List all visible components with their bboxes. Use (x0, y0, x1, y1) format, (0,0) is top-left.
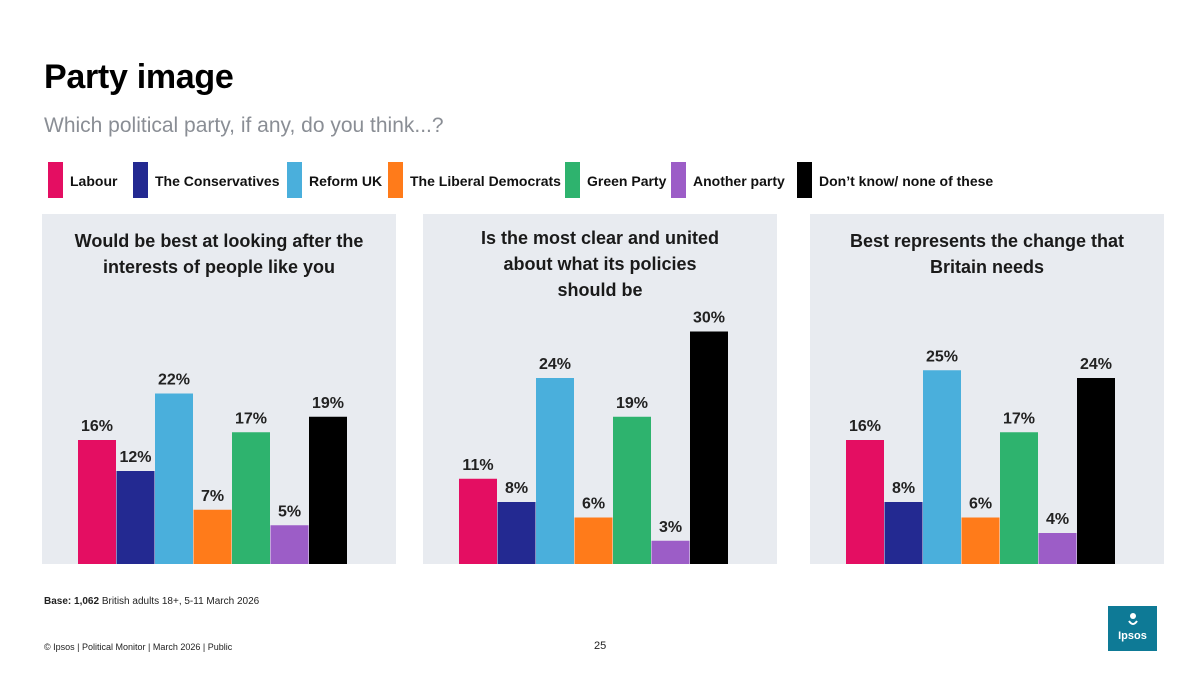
legend-label-libdem: The Liberal Democrats (410, 173, 561, 189)
ipsos-logo-icon (1128, 613, 1138, 625)
chart-2-label-reform: 24% (539, 356, 571, 373)
chart-3-bar-conservatives (884, 502, 923, 564)
footer-copyright: © Ipsos | Political Monitor | March 2026… (44, 642, 233, 652)
chart-1-label-reform: 22% (158, 372, 190, 389)
base-note: Base: 1,062 British adults 18+, 5-11 Mar… (44, 596, 259, 607)
chart-3-bar-libdem (961, 517, 1000, 564)
chart-3-bar-green (1000, 432, 1038, 564)
page-number: 25 (594, 640, 607, 652)
chart-panel-2: Is the most clear and united about what … (423, 214, 777, 564)
chart-1-label-labour: 16% (81, 418, 113, 435)
chart-1-label-dont-know: 19% (312, 395, 344, 412)
chart-2-title-line-1: Is the most clear and united (480, 228, 720, 248)
chart-2-bar-another (651, 540, 690, 564)
chart-2-label-another: 3% (659, 519, 682, 536)
chart-1-bar-labour (78, 440, 116, 564)
chart-3-plot: 16% 8% 25% 6% 17% 4% 24% (846, 348, 1115, 564)
legend-label-labour: Labour (70, 173, 118, 189)
chart-3-label-labour: 16% (849, 418, 881, 435)
legend-swatch-reform (287, 162, 302, 198)
base-note-text: British adults 18+, 5-11 March 2026 (99, 596, 260, 607)
chart-3-title-line-1: Best represents the change that (849, 231, 1125, 251)
chart-2-bar-libdem (574, 517, 613, 564)
legend-label-another: Another party (693, 173, 785, 189)
ipsos-logo: Ipsos (1108, 606, 1157, 651)
legend-swatch-green (565, 162, 580, 198)
chart-1-label-conservatives: 12% (119, 449, 151, 466)
chart-3-label-green: 17% (1003, 410, 1035, 427)
chart-3-bar-reform (923, 370, 961, 564)
chart-1-title: Would be best at looking after the inter… (42, 228, 396, 280)
chart-3-bar-labour (846, 440, 884, 564)
legend-swatch-labour (48, 162, 63, 198)
legend-label-green: Green Party (587, 173, 667, 189)
chart-1-title-line-2: interests of people like you (102, 257, 336, 277)
chart-2-title-line-2: about what its policies (503, 254, 697, 274)
chart-1-bar-green (232, 432, 270, 564)
chart-2-bar-dont-know (690, 331, 728, 564)
legend-label-reform: Reform UK (309, 173, 383, 189)
chart-3-title-line-2: Britain needs (929, 257, 1045, 277)
legend-label-dont-know: Don’t know/ none of these (819, 173, 994, 189)
chart-1-title-line-1: Would be best at looking after the (74, 231, 364, 251)
chart-1-bar-another (270, 525, 309, 564)
chart-1-bar-conservatives (116, 471, 155, 564)
chart-panel-3: Best represents the change that Britain … (810, 214, 1164, 564)
ipsos-logo-text: Ipsos (1118, 630, 1147, 642)
page-title: Party image (44, 58, 234, 96)
chart-1-label-libdem: 7% (201, 488, 224, 505)
chart-3-label-dont-know: 24% (1080, 356, 1112, 373)
page-subtitle: Which political party, if any, do you th… (44, 114, 444, 137)
chart-2-title-line-3: should be (557, 280, 643, 300)
chart-2-plot: 11% 8% 24% 6% 19% 3% 30% (459, 310, 728, 564)
chart-1-bar-libdem (193, 509, 232, 564)
chart-3-label-another: 4% (1046, 511, 1069, 528)
chart-2-label-dont-know: 30% (693, 310, 725, 327)
chart-2-bar-reform (536, 378, 574, 564)
chart-1-label-green: 17% (235, 410, 267, 427)
chart-2-bar-green (613, 416, 651, 564)
chart-2-bar-labour (459, 478, 497, 564)
chart-3-bar-another (1038, 533, 1077, 564)
chart-1-bar-dont-know (309, 416, 347, 564)
chart-2-label-labour: 11% (462, 457, 493, 474)
legend-swatch-libdem (388, 162, 403, 198)
chart-3-label-libdem: 6% (969, 496, 992, 513)
chart-3-bar-dont-know (1077, 378, 1115, 564)
legend-swatch-dont-know (797, 162, 812, 198)
chart-1-label-another: 5% (278, 503, 301, 520)
legend-label-conservatives: The Conservatives (155, 173, 280, 189)
chart-2-title: Is the most clear and united about what … (423, 225, 777, 303)
chart-3-title: Best represents the change that Britain … (810, 228, 1164, 280)
legend-swatch-another (671, 162, 686, 198)
legend-swatch-conservatives (133, 162, 148, 198)
chart-3-label-conservatives: 8% (892, 480, 915, 497)
chart-2-label-conservatives: 8% (505, 480, 528, 497)
base-note-bold: Base: 1,062 (44, 596, 100, 607)
chart-2-bar-conservatives (497, 502, 536, 564)
chart-1-plot: 16% 12% 22% 7% 17% 5% 19% (78, 372, 347, 564)
chart-3-label-reform: 25% (926, 348, 958, 365)
chart-2-label-green: 19% (616, 395, 648, 412)
chart-panel-1: Would be best at looking after the inter… (42, 214, 396, 564)
chart-2-label-libdem: 6% (582, 496, 605, 513)
chart-1-bar-reform (155, 393, 193, 564)
chart-legend: Labour The Conservatives Reform UK The L… (48, 162, 1198, 198)
